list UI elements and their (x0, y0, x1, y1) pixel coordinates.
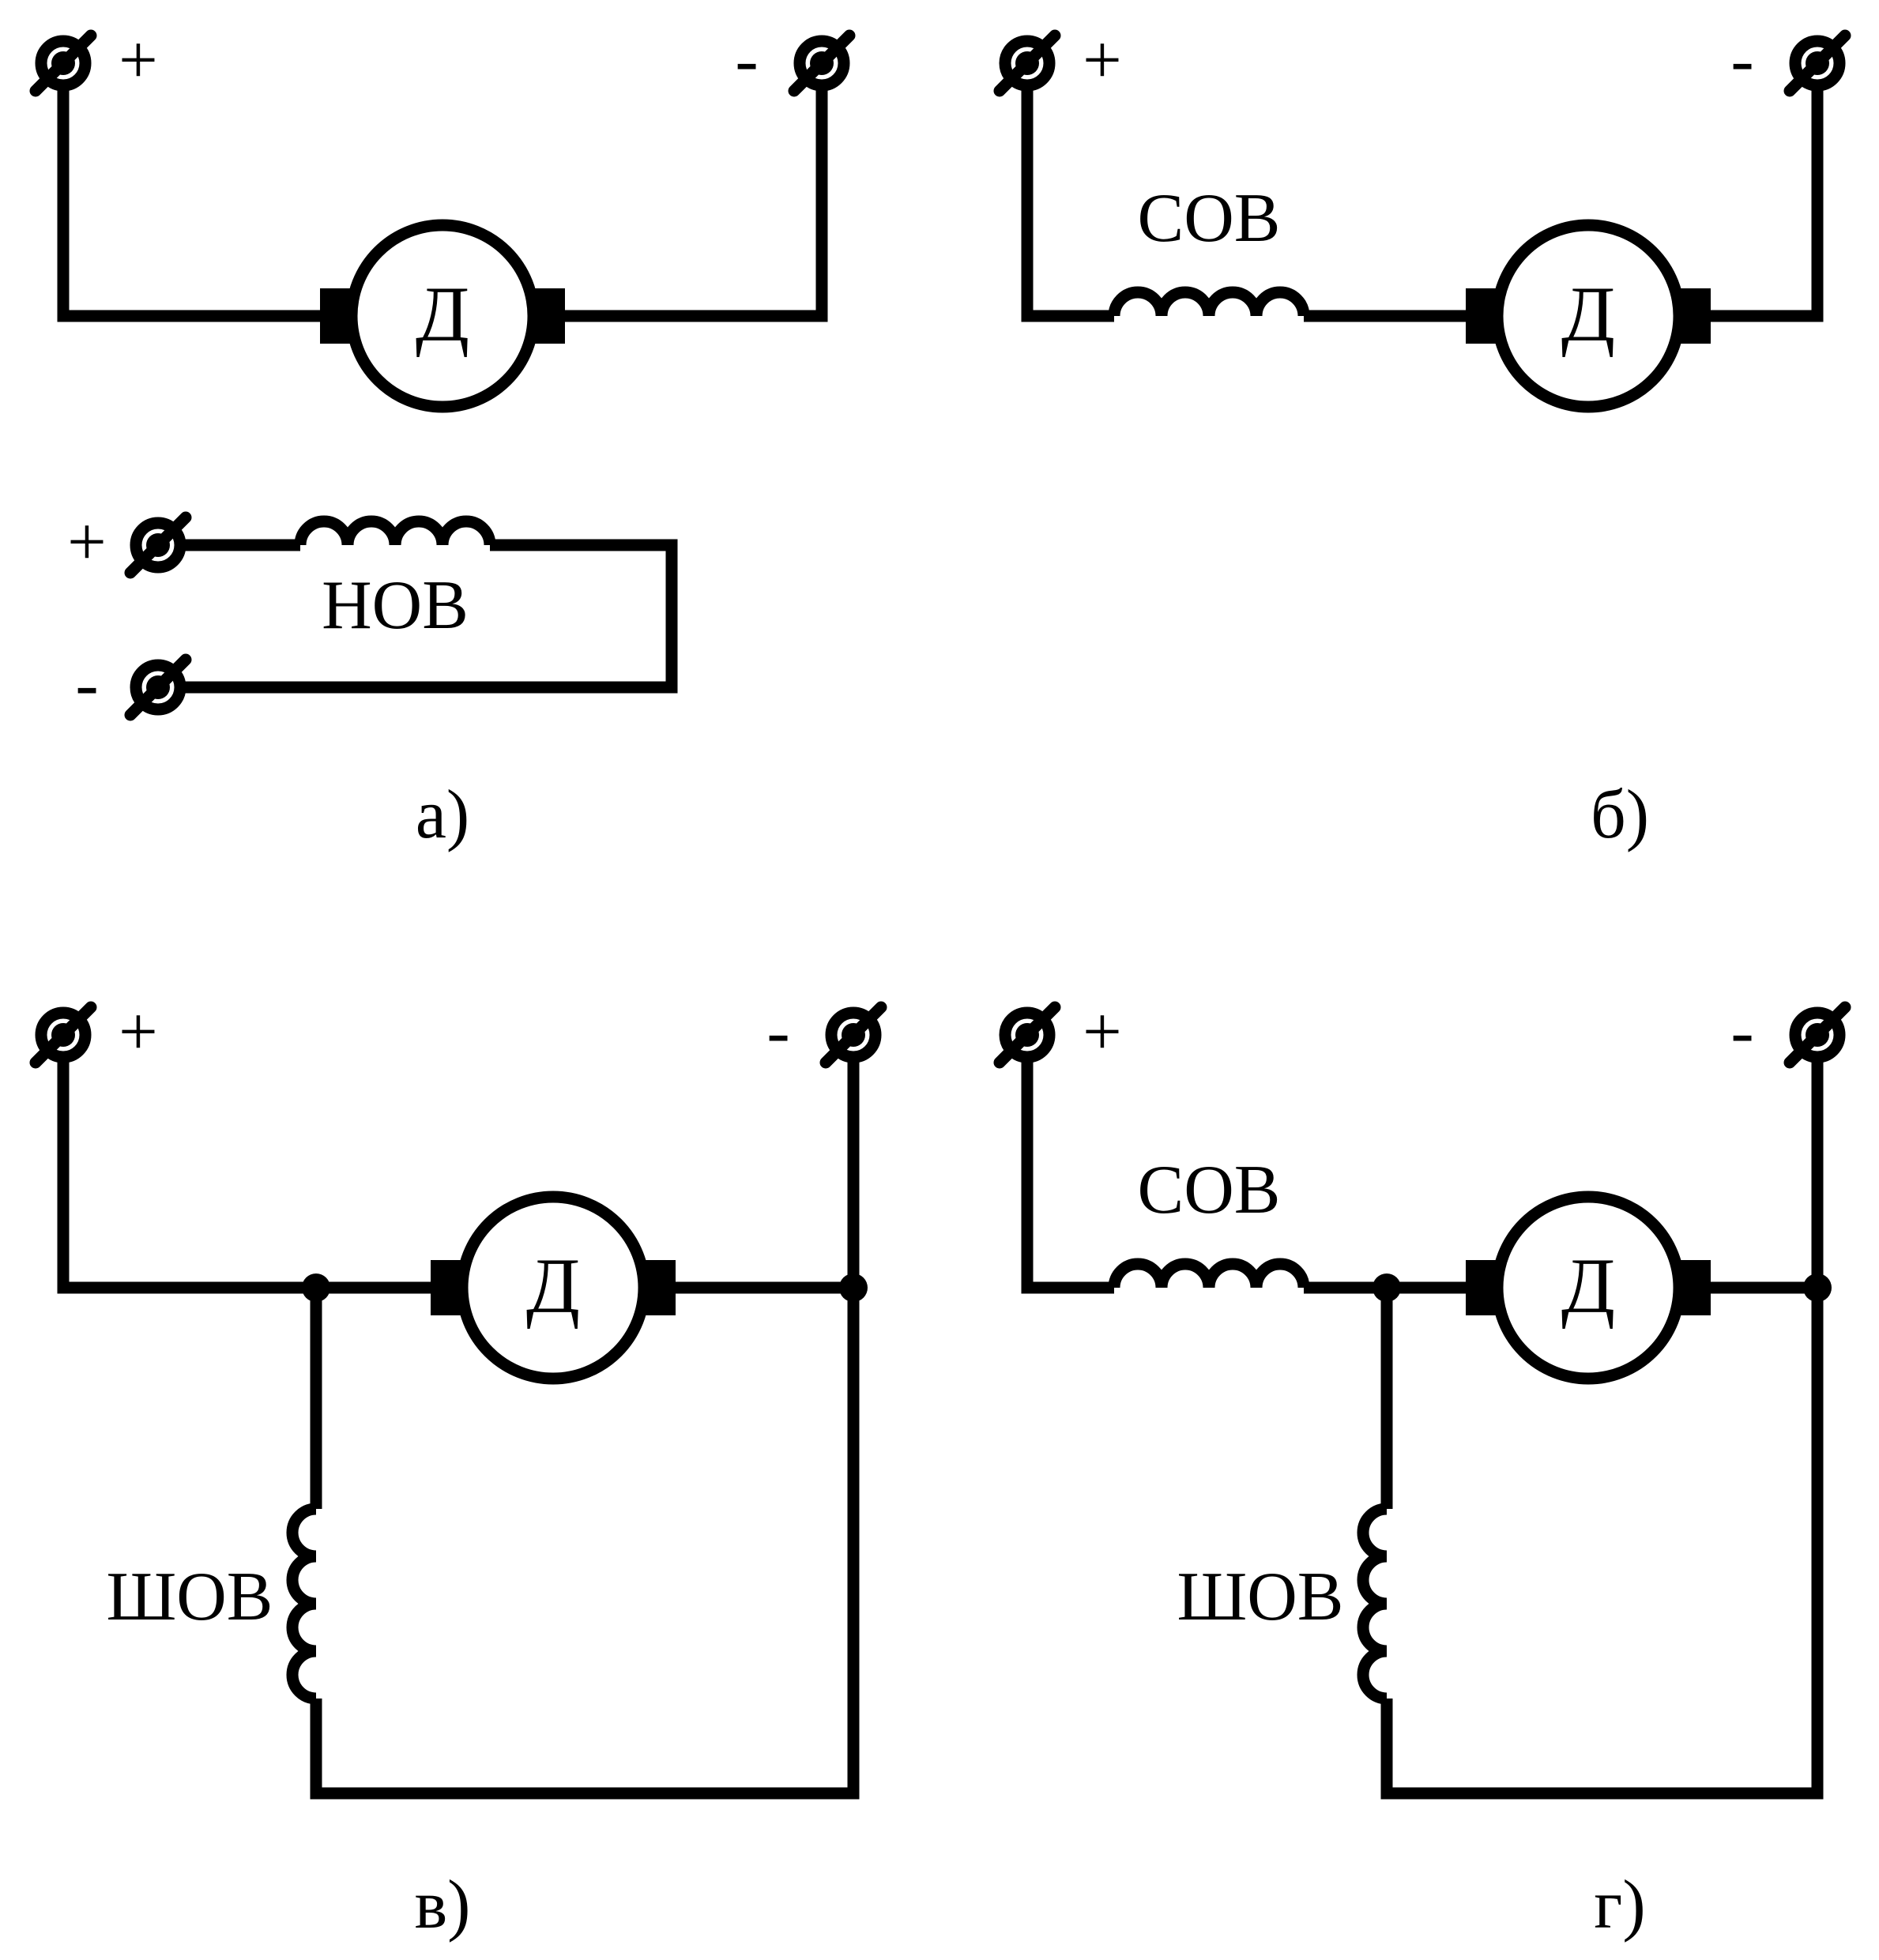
diagram-b: + - Д СОВ б) (1000, 22, 1845, 853)
sov-label: СОВ (1138, 1152, 1281, 1228)
nov-minus: - (75, 646, 98, 723)
motor-label: Д (1561, 270, 1615, 358)
terminal-plus (1000, 36, 1055, 91)
wire-left (63, 1057, 431, 1288)
plus-sign: + (119, 994, 158, 1070)
sov-coil (1114, 292, 1304, 316)
sov-label: СОВ (1138, 180, 1281, 257)
shov-coil (292, 1509, 316, 1699)
motor: Д (320, 225, 565, 407)
nov-terminal-plus (130, 517, 186, 573)
nov-terminal-minus (130, 660, 186, 715)
terminal-minus (794, 36, 849, 91)
plus-sign: + (119, 22, 158, 99)
wire-right (565, 85, 822, 316)
diagram-g: + - Д СОВ ШОВ г) (1000, 994, 1845, 1943)
nov-label: НОВ (322, 567, 469, 644)
motor: Д (431, 1197, 676, 1379)
diagram-v: + - Д ШОВ в) (36, 994, 881, 1943)
diagram-a: + - Д + - НОВ а) (36, 22, 849, 853)
motor-label: Д (526, 1242, 580, 1330)
terminal-minus (1790, 1007, 1845, 1063)
terminal-minus (1790, 36, 1845, 91)
caption-v: в) (415, 1867, 471, 1943)
wire-left (63, 85, 320, 316)
minus-sign: - (1730, 22, 1753, 99)
caption-a: а) (416, 777, 469, 853)
caption-g: г) (1594, 1867, 1645, 1943)
shov-label: ШОВ (106, 1559, 273, 1635)
plus-sign: + (1083, 994, 1122, 1070)
minus-sign: - (766, 994, 789, 1070)
shov-coil (1363, 1509, 1387, 1699)
wire-right (676, 1057, 853, 1288)
motor-label: Д (1561, 1242, 1615, 1330)
motor: Д (1466, 225, 1711, 407)
plus-sign: + (1083, 22, 1122, 99)
nov-coil (300, 521, 490, 545)
caption-b: б) (1591, 777, 1649, 853)
terminal-plus (1000, 1007, 1055, 1063)
terminal-minus (826, 1007, 881, 1063)
wire-right (1711, 1057, 1817, 1288)
nov-plus: + (67, 504, 107, 581)
sov-coil (1114, 1264, 1304, 1288)
wire-left (1027, 85, 1114, 316)
wire-right (1711, 85, 1817, 316)
minus-sign: - (735, 22, 758, 99)
motor: Д (1466, 1197, 1711, 1379)
wire-left (1027, 1057, 1114, 1288)
minus-sign: - (1730, 994, 1753, 1070)
shov-label: ШОВ (1177, 1559, 1343, 1635)
terminal-plus (36, 1007, 91, 1063)
terminal-plus (36, 36, 91, 91)
motor-label: Д (416, 270, 469, 358)
